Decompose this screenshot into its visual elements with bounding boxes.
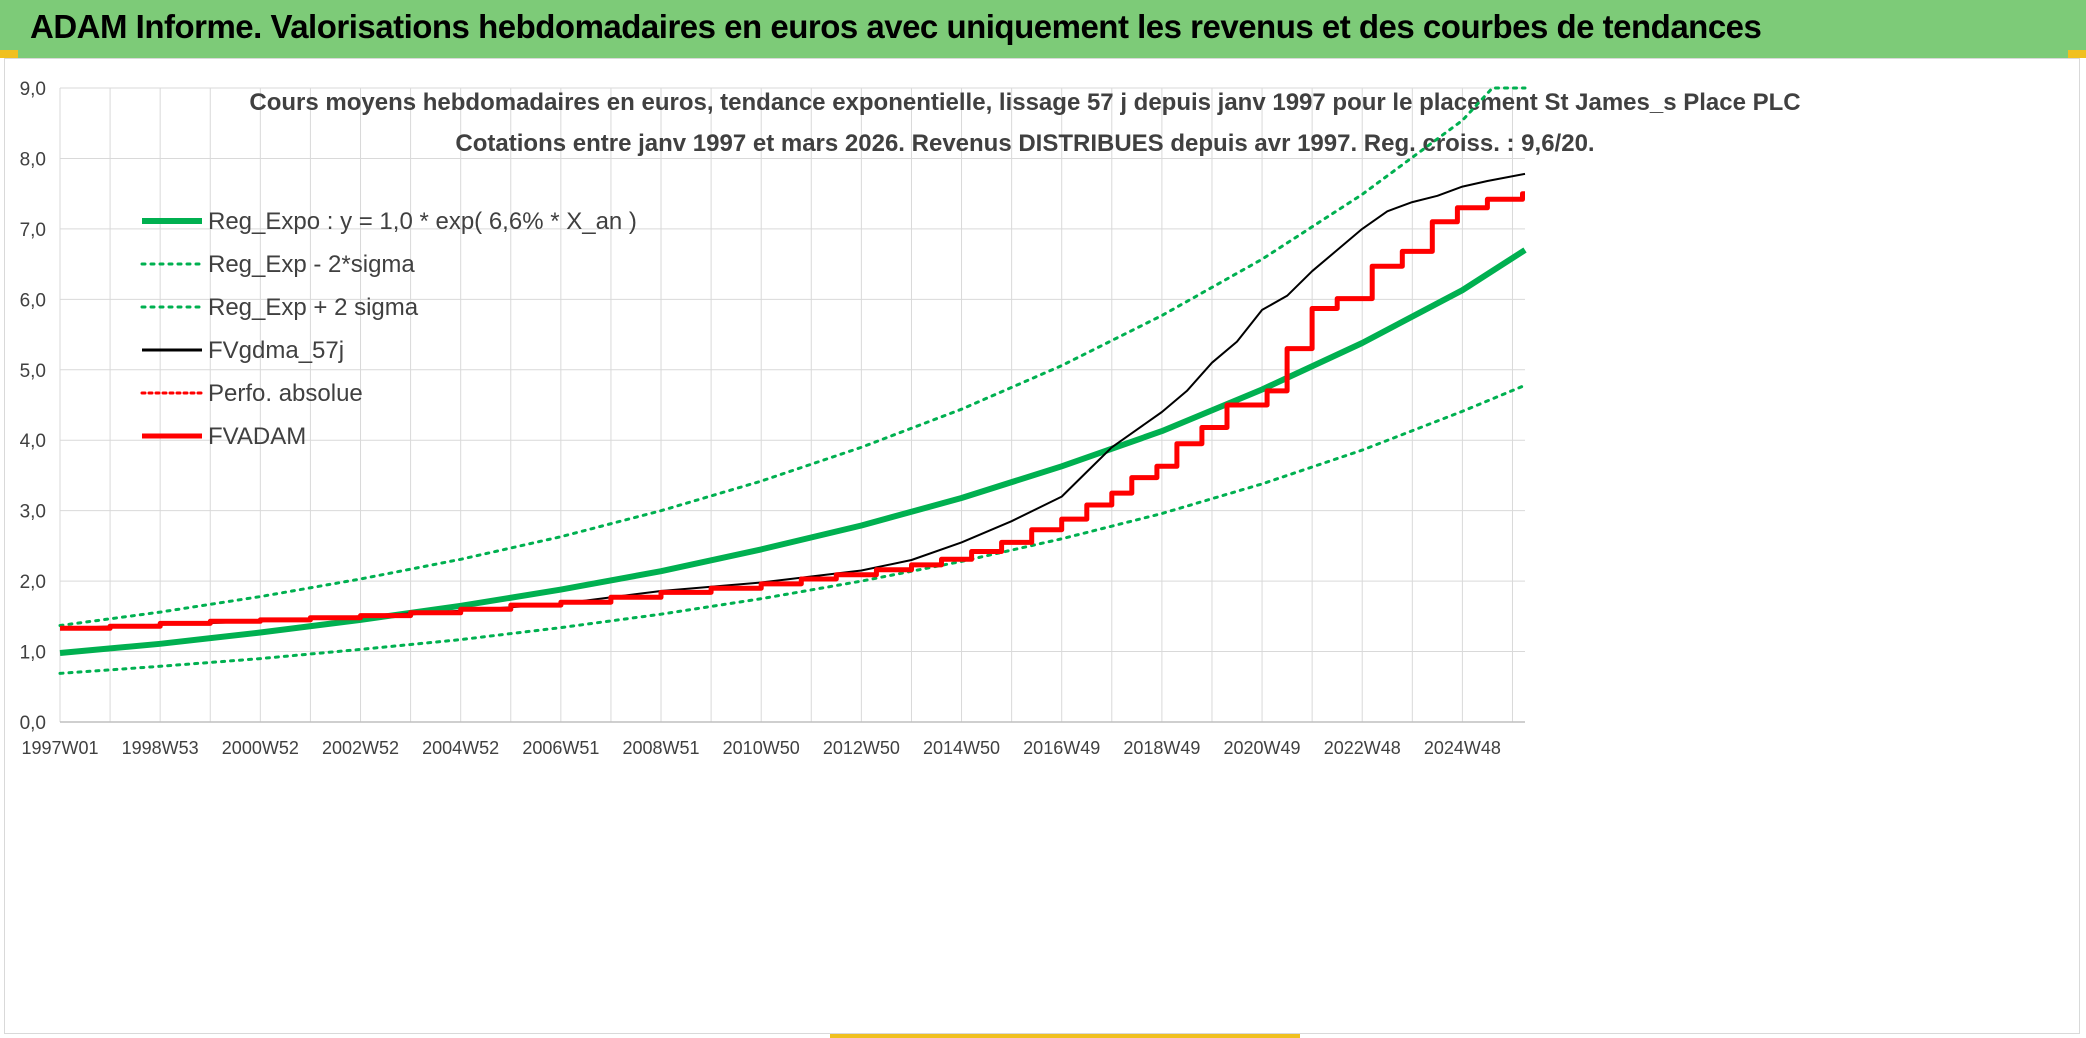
chart-frame bbox=[4, 58, 2080, 1034]
series-line bbox=[58, 383, 1527, 675]
legend-label: Reg_Exp - 2*sigma bbox=[208, 251, 415, 278]
x-tick-label: 2016W49 bbox=[1023, 738, 1100, 758]
y-tick-label: 0,0 bbox=[20, 713, 46, 734]
y-tick-label: 6,0 bbox=[20, 290, 46, 311]
y-tick-label: 3,0 bbox=[20, 502, 46, 523]
x-tick-label: 2004W52 bbox=[422, 738, 499, 758]
series-line bbox=[58, 86, 1527, 627]
x-tick-label: 2014W50 bbox=[923, 738, 1000, 758]
x-tick-label: 1997W01 bbox=[21, 738, 98, 758]
chart-legend: Reg_Expo : y = 1,0 * exp( 6,6% * X_an ) R… bbox=[140, 208, 637, 450]
series-layer bbox=[58, 86, 1527, 675]
x-tick-label: 1998W53 bbox=[122, 738, 199, 758]
y-tick-label: 1,0 bbox=[20, 643, 46, 664]
x-tick-label: 2008W51 bbox=[622, 738, 699, 758]
grid-layer bbox=[59, 87, 1525, 723]
y-tick-label: 4,0 bbox=[20, 431, 46, 452]
series-line bbox=[60, 191, 1525, 631]
report-title: ADAM Informe. Valorisations hebdomadaire… bbox=[30, 8, 1762, 45]
legend-label: FVgdma_57j bbox=[208, 337, 344, 364]
legend-label: Reg_Expo : y = 1,0 * exp( 6,6% * X_an ) bbox=[208, 208, 637, 235]
y-tick-label: 9,0 bbox=[20, 79, 46, 100]
corner-marker-left bbox=[0, 50, 18, 58]
y-tick-label: 5,0 bbox=[20, 361, 46, 382]
series-line bbox=[59, 247, 1527, 656]
legend-label: Perfo. absolue bbox=[208, 380, 363, 407]
x-tick-label: 2012W50 bbox=[823, 738, 900, 758]
axis-layer: 0,0 1,0 2,0 3,0 4,0 5,0 6,0 7,0 8,0 9,0 1997W01 199… bbox=[20, 79, 1525, 758]
report-header: ADAM Informe. Valorisations hebdomadaire… bbox=[0, 0, 2086, 58]
x-tick-label: 2018W49 bbox=[1123, 738, 1200, 758]
x-tick-label: 2006W51 bbox=[522, 738, 599, 758]
chart-title: Cours moyens hebdomadaires en euros, ten… bbox=[249, 89, 1800, 116]
y-tick-label: 2,0 bbox=[20, 572, 46, 593]
x-tick-label: 2002W52 bbox=[322, 738, 399, 758]
x-tick-label: 2024W48 bbox=[1424, 738, 1501, 758]
corner-marker-right bbox=[2068, 50, 2086, 58]
x-tick-label: 2022W48 bbox=[1324, 738, 1401, 758]
chart-subtitle: Cotations entre janv 1997 et mars 2026. … bbox=[455, 130, 1594, 157]
legend-label: FVADAM bbox=[208, 423, 306, 450]
y-tick-label: 7,0 bbox=[20, 220, 46, 241]
bottom-accent bbox=[830, 1034, 1300, 1038]
x-tick-label: 2000W52 bbox=[222, 738, 299, 758]
y-tick-label: 8,0 bbox=[20, 149, 46, 170]
x-tick-label: 2020W49 bbox=[1224, 738, 1301, 758]
legend-label: Reg_Exp + 2 sigma bbox=[208, 294, 419, 321]
x-tick-label: 2010W50 bbox=[723, 738, 800, 758]
